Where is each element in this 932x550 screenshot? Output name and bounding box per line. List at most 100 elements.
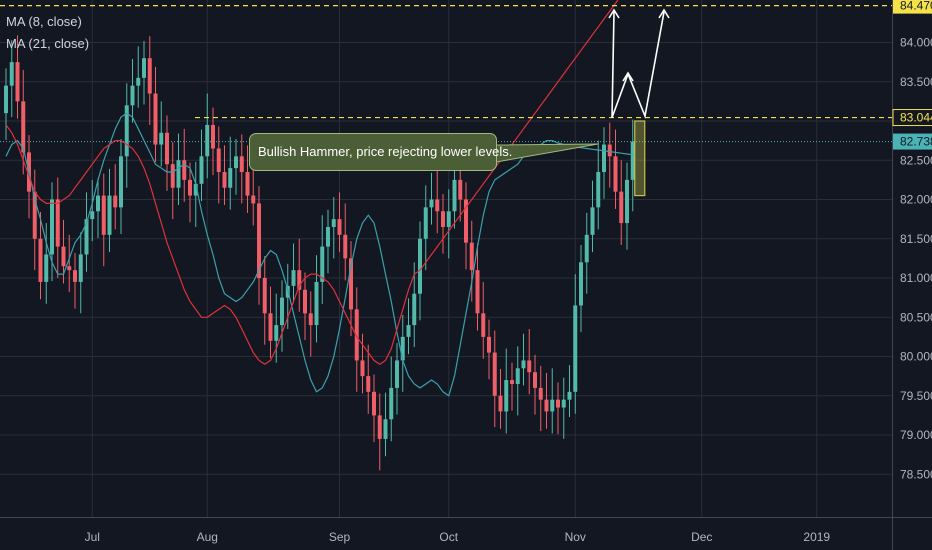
annotation-callout[interactable]: Bullish Hammer, price rejecting lower le… (249, 133, 512, 171)
candle-body (550, 399, 555, 412)
candle-body (113, 195, 118, 208)
candle-body (418, 238, 422, 294)
candle-body (142, 58, 146, 78)
candle-body (239, 156, 244, 173)
legend-ma8[interactable]: MA (8, close) (6, 14, 82, 29)
candle-body (498, 395, 503, 412)
candle-body (251, 195, 256, 204)
candle-body (469, 242, 474, 271)
price-tag-top-bg (893, 0, 932, 14)
candle-body (280, 297, 284, 326)
x-tick-label: Sep (329, 530, 351, 544)
candle-body (21, 101, 26, 153)
candle-body (257, 203, 261, 278)
candle-body (458, 179, 463, 200)
candle-body (130, 85, 135, 106)
candle-body (188, 179, 192, 196)
candle-body (78, 254, 83, 282)
arrowhead-icon (658, 8, 670, 19)
projection-path (611, 11, 665, 119)
candle-body (297, 270, 302, 290)
candle-body (435, 199, 440, 212)
candle-body (331, 219, 336, 227)
candle-body (170, 164, 175, 188)
candle-body (90, 211, 95, 220)
candle-body (216, 148, 221, 173)
candle-body (406, 325, 411, 337)
arrowhead-icon (622, 71, 634, 82)
candle-body (205, 124, 210, 157)
candle-body (291, 270, 296, 286)
candle-body (464, 199, 468, 243)
x-tick-label: Dec (691, 530, 712, 544)
candle-body (481, 313, 486, 337)
candle-body (44, 254, 49, 282)
legend-ma21[interactable]: MA (21, close) (6, 36, 90, 51)
y-tick-label: 84.000 (900, 36, 932, 50)
candle-body (67, 266, 72, 271)
candle-body (446, 211, 451, 227)
price-tag-resistance: 83.044 (900, 111, 932, 125)
candle-body (619, 191, 624, 224)
x-tick-label: Jul (85, 530, 100, 544)
candle-body (504, 380, 509, 412)
x-tick-label: Nov (565, 530, 586, 544)
projection-straight (611, 11, 615, 118)
candle-body (32, 191, 37, 239)
hammer-highlight (634, 120, 646, 197)
candle-body (61, 246, 66, 267)
y-tick-label: 81.000 (900, 271, 932, 285)
candle-body (199, 156, 204, 184)
y-tick-label: 81.500 (900, 232, 932, 246)
candle-body (159, 132, 164, 145)
candle-body (573, 305, 578, 392)
candle-body (372, 391, 376, 416)
y-tick-label: 79.500 (900, 389, 932, 403)
candle-body (607, 144, 612, 157)
candle-body (492, 352, 497, 396)
candle-body (590, 207, 595, 235)
candle-body (561, 399, 566, 408)
candle-body (567, 391, 572, 400)
candle-body (584, 234, 589, 263)
candle-body (343, 234, 348, 259)
candle-body (389, 387, 394, 420)
ma21-line (5, 0, 619, 366)
price-tag-resistance-bg (892, 109, 932, 127)
arrowhead-icon (608, 8, 620, 19)
candle-body (268, 313, 273, 341)
candle-body (475, 270, 480, 314)
candle-body (274, 325, 279, 341)
candle-body (452, 179, 457, 212)
candle-body (602, 144, 606, 173)
candle-body (211, 124, 215, 149)
y-tick-label: 82.500 (900, 153, 932, 167)
candle-body (556, 399, 560, 408)
candle-body (38, 238, 43, 282)
candle-body (165, 132, 169, 165)
candle-body (124, 105, 129, 157)
candle-body (527, 360, 532, 373)
candle-body (314, 281, 319, 326)
candle-body (395, 360, 399, 388)
candle-body (412, 293, 417, 326)
candle-body (377, 415, 382, 439)
y-tick-label: 83.500 (900, 75, 932, 89)
x-tick-label: 2019 (803, 530, 830, 544)
candle-body (349, 258, 353, 310)
candle-body (153, 93, 158, 145)
candle-body (136, 77, 141, 86)
y-tick-label: 82.000 (900, 193, 932, 207)
price-tag-last-bg (893, 133, 932, 150)
candle-body (487, 336, 491, 353)
x-tick-label: Oct (439, 530, 458, 544)
candle-body (429, 199, 434, 208)
candle-body (303, 289, 307, 314)
candle-body (9, 62, 14, 86)
candle-body (262, 278, 267, 314)
candle-body (84, 219, 89, 255)
candle-body (228, 168, 233, 188)
candle-body (625, 179, 629, 224)
